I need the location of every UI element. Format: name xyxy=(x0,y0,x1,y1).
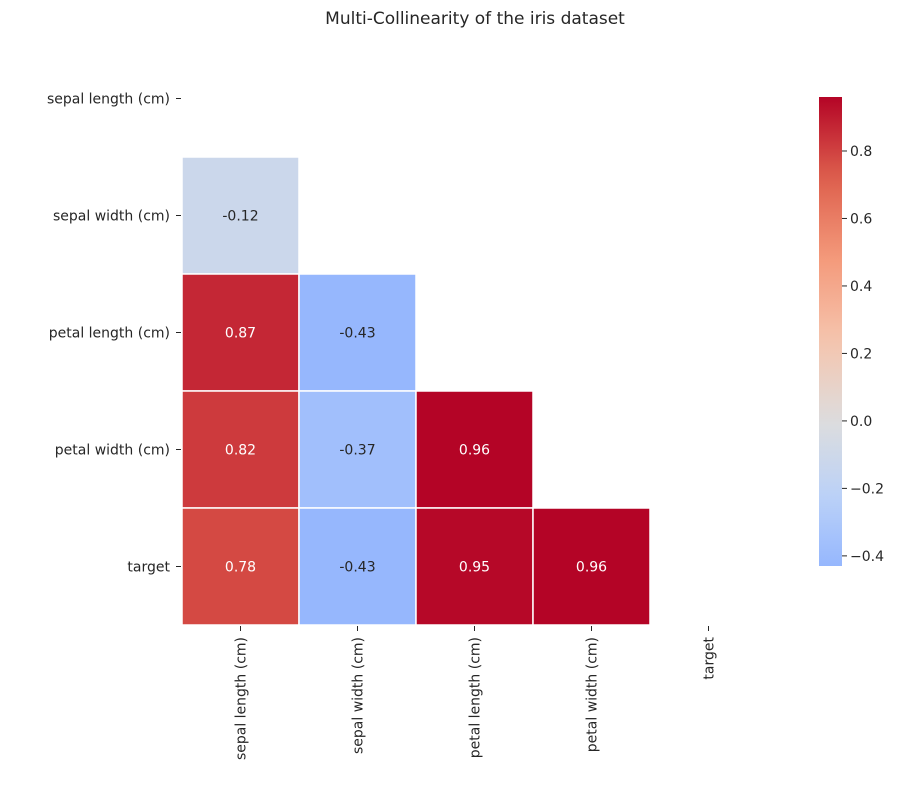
row-tick-labels: sepal length (cm) sepal width (cm) petal l… xyxy=(47,92,181,576)
cell-value-label: 0.87 xyxy=(225,326,256,342)
cell-value-label: 0.96 xyxy=(576,560,607,576)
cell-value-label: 0.78 xyxy=(225,560,256,576)
column-tick-label: petal width (cm) xyxy=(585,637,601,752)
colorbar: −0.4 −0.2 0.0 0.2 0.4 0.6 0.8 xyxy=(819,97,884,566)
cell-value-label: -0.43 xyxy=(339,326,375,342)
heatmap-cell xyxy=(415,507,534,626)
column-tick-label: sepal length (cm) xyxy=(234,637,250,760)
row-tick-label: sepal length (cm) xyxy=(47,92,170,108)
heatmap-cell xyxy=(298,390,417,509)
colorbar-tick-label: 0.2 xyxy=(850,346,872,362)
heatmap-cell xyxy=(181,156,300,275)
heatmap-cell xyxy=(532,507,651,626)
heatmap-cell xyxy=(298,273,417,392)
cell-value-label: 0.96 xyxy=(459,443,490,459)
cell-value-label: -0.12 xyxy=(222,209,258,225)
column-tick-label: petal length (cm) xyxy=(468,637,484,758)
row-tick-label: target xyxy=(127,560,170,576)
row-tick-label: sepal width (cm) xyxy=(53,209,170,225)
cell-value-label: 0.82 xyxy=(225,443,256,459)
heatmap-cell xyxy=(181,507,300,626)
colorbar-tick-label: 0.6 xyxy=(850,211,872,227)
heatmap-cell xyxy=(415,390,534,509)
colorbar-tick-label: 0.4 xyxy=(850,279,872,295)
colorbar-tick-label: −0.2 xyxy=(850,481,884,497)
colorbar-gradient xyxy=(819,97,842,566)
cell-value-label: 0.95 xyxy=(459,560,490,576)
colorbar-tick-label: 0.0 xyxy=(850,414,872,430)
colorbar-tick-label: −0.4 xyxy=(850,549,884,565)
heatmap-cells: -0.12 0.87 -0.43 0.82 -0.37 0.96 0.78 -0.43 0.95… xyxy=(181,156,651,626)
column-tick-labels: sepal length (cm) sepal width (cm) petal l… xyxy=(234,626,718,760)
heatmap-cell xyxy=(298,507,417,626)
row-tick-label: petal width (cm) xyxy=(55,443,170,459)
column-tick-label: sepal width (cm) xyxy=(351,637,367,754)
heatmap-cell xyxy=(181,273,300,392)
column-tick-label: target xyxy=(702,637,718,680)
cell-value-label: -0.37 xyxy=(339,443,375,459)
chart-title: Multi-Collinearity of the iris dataset xyxy=(325,9,625,29)
heatmap-cell xyxy=(181,390,300,509)
colorbar-tick-label: 0.8 xyxy=(850,144,872,160)
row-tick-label: petal length (cm) xyxy=(49,326,170,342)
cell-value-label: -0.43 xyxy=(339,560,375,576)
